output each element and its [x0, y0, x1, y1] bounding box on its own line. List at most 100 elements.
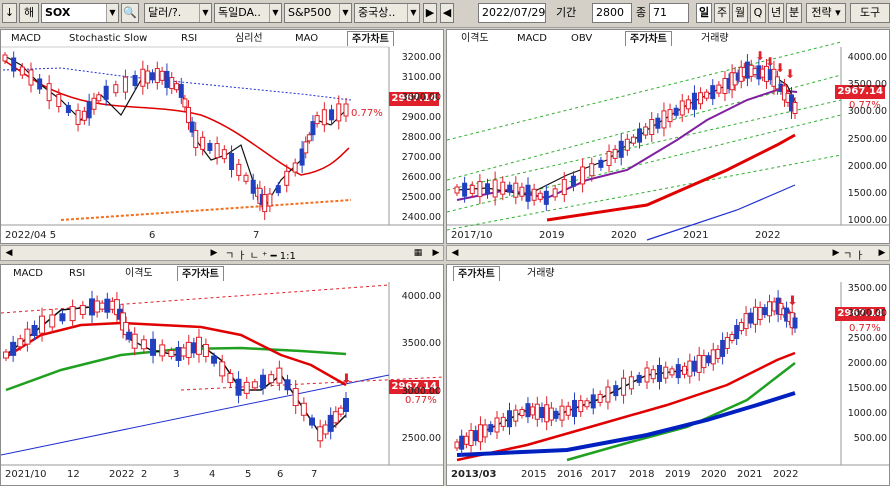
candle-body — [539, 407, 545, 418]
mode-button[interactable]: 해 — [19, 3, 39, 23]
chevron-down-icon[interactable]: ▼ — [106, 4, 118, 22]
chart-tr-svg[interactable]: ⬇ ⬇ ⬇ ⬇ — [447, 30, 890, 244]
candle-body — [251, 381, 258, 389]
candle-body — [332, 411, 339, 424]
candle-body — [492, 179, 498, 198]
candle-body — [24, 328, 31, 345]
count-input[interactable]: 71 — [649, 3, 689, 23]
scroll-end-icon[interactable]: ▶ — [432, 248, 440, 258]
china-select[interactable]: 중국상.. ▼ — [354, 3, 420, 23]
candle-body — [11, 57, 17, 72]
candle-body — [306, 134, 312, 142]
date-input[interactable]: 2022/07/29 — [478, 3, 546, 23]
timeframe-day-button[interactable]: 일 — [696, 3, 712, 23]
tab-bar: MACD RSI 이격도 주가차트 — [1, 265, 443, 282]
chevron-down-icon: ▼ — [407, 4, 419, 22]
timeframe-minute-button[interactable]: 분 — [786, 3, 802, 23]
tab-disparity[interactable]: 이격도 — [125, 268, 153, 279]
candle-body — [113, 84, 119, 94]
tab-price-chart[interactable]: 주가차트 — [453, 266, 500, 281]
tab-price-chart[interactable]: 주가차트 — [177, 266, 224, 281]
y-tick: 3000.00 — [847, 308, 887, 319]
tab-volume[interactable]: 거래량 — [527, 268, 555, 279]
back-button[interactable]: ◀ — [440, 3, 454, 23]
currency-select[interactable]: 달러/?. ▼ — [144, 3, 212, 23]
candle-body — [621, 377, 627, 396]
candle-body — [513, 409, 519, 422]
scroll-right-icon[interactable]: ▶ — [210, 248, 218, 258]
scroll-end-icon[interactable]: ▶ — [878, 248, 886, 258]
tab-volume[interactable]: 거래량 — [701, 33, 729, 44]
price-tag: 2967.14 — [389, 92, 439, 106]
tab-rsi[interactable]: RSI — [181, 33, 198, 44]
x-tick: 2021 — [683, 230, 709, 241]
scrollbar-tr[interactable]: ◀ ▶ ㄱ ㅏ ▶ — [446, 245, 890, 262]
tab-psychology[interactable]: 심리선 — [235, 33, 263, 44]
x-tick: 2 — [141, 469, 148, 480]
tools-label: 도구 — [859, 6, 881, 19]
tab-mao[interactable]: MAO — [295, 33, 319, 44]
candle-body — [748, 312, 754, 324]
play-button[interactable]: ▶ — [423, 3, 437, 23]
index-select[interactable]: S&P500 ▼ — [284, 3, 352, 23]
zoom-tools[interactable]: ㄱ ㅏ — [843, 251, 865, 262]
candle-body — [322, 424, 329, 435]
scrollbar-tl[interactable]: ◀ ▶ ㄱ ㅏ ㄴ ⁺ ━ 1:1 ▦ ▶ — [0, 245, 444, 262]
y-tick: 500.00 — [853, 433, 887, 444]
tools-button[interactable]: 도구 — [850, 3, 890, 23]
scroll-left-icon[interactable]: ◀ — [451, 248, 459, 258]
candle-body — [655, 117, 661, 129]
candle-body — [310, 121, 316, 136]
candle-body — [260, 374, 267, 389]
timeframe-quarter-button[interactable]: Q — [750, 3, 766, 23]
down-arrow-button[interactable]: ↓ — [2, 3, 17, 23]
candle-body — [767, 301, 772, 317]
x-tick: 7 — [311, 469, 318, 480]
chart-bl-svg[interactable]: ⬇ — [1, 265, 444, 486]
tab-price-chart[interactable]: 주가차트 — [347, 31, 394, 46]
chart-tl-svg[interactable] — [1, 30, 444, 244]
candle-body — [169, 77, 175, 90]
tab-disparity[interactable]: 이격도 — [461, 33, 489, 44]
tab-macd[interactable]: MACD — [13, 268, 43, 279]
candle-body — [182, 98, 188, 108]
candle-body — [229, 152, 235, 170]
timeframe-month-button[interactable]: 월 — [732, 3, 748, 23]
tab-macd[interactable]: MACD — [11, 33, 41, 44]
zoom-tools[interactable]: ㄱ ㅏ ㄴ ⁺ ━ 1:1 — [225, 251, 296, 262]
tab-obv[interactable]: OBV — [571, 33, 593, 44]
tab-price-chart[interactable]: 주가차트 — [625, 31, 672, 46]
candle-body — [624, 138, 630, 151]
candle-body — [250, 179, 256, 194]
scroll-right-icon[interactable]: ▶ — [832, 248, 840, 258]
period-input[interactable]: 2800 — [592, 3, 632, 23]
ma-line-red — [5, 321, 347, 387]
y-tick: 2000.00 — [847, 358, 887, 369]
tab-rsi[interactable]: RSI — [69, 268, 86, 279]
y-tick: 3000.00 — [847, 106, 887, 118]
symbol-input[interactable]: SOX ▼ — [41, 3, 119, 23]
tab-stochastic[interactable]: Stochastic Slow — [69, 33, 148, 44]
candle-body — [39, 315, 46, 334]
country-select[interactable]: 독일DA.. ▼ — [214, 3, 282, 23]
candle-body — [738, 322, 744, 332]
candle-body — [314, 115, 320, 125]
candle-body — [81, 110, 87, 121]
currency-label: 달러/?. — [148, 6, 182, 19]
candle-body — [477, 181, 483, 198]
candle-body — [548, 407, 554, 421]
candle-body — [174, 83, 180, 91]
candle-body — [309, 417, 316, 426]
strategy-button[interactable]: 전략 ▾ — [806, 3, 846, 23]
chart-br-svg[interactable]: ⬇ — [447, 265, 890, 486]
candle-body — [132, 75, 138, 87]
timeframe-week-button[interactable]: 주 — [714, 3, 730, 23]
candle-body — [268, 374, 275, 384]
tab-macd[interactable]: MACD — [517, 33, 547, 44]
search-icon[interactable]: 🔍 — [121, 3, 139, 23]
index-label: S&P500 — [288, 6, 332, 19]
y-tick: 4000.00 — [847, 52, 887, 63]
scroll-left-icon[interactable]: ◀ — [5, 248, 13, 258]
zoom-icon[interactable]: ▦ — [413, 248, 423, 258]
timeframe-year-button[interactable]: 년 — [768, 3, 784, 23]
